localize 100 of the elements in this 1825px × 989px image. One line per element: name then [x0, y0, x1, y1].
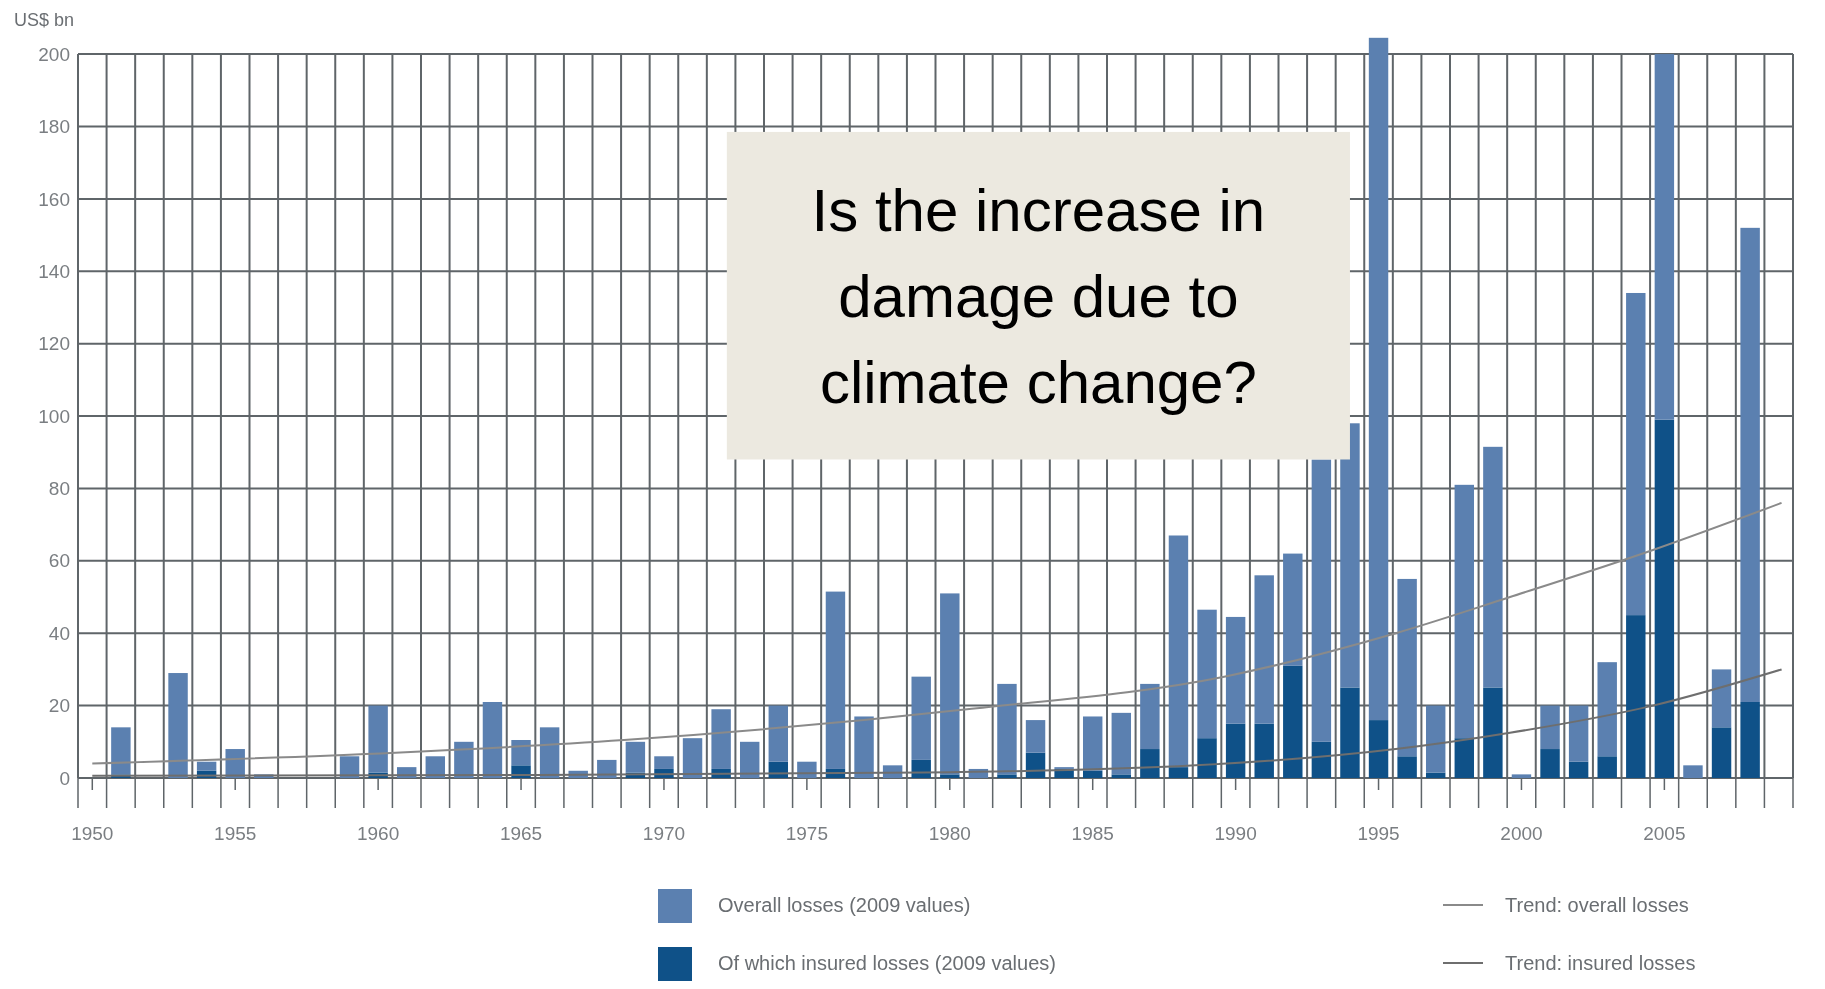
- bar: [1597, 756, 1617, 778]
- annotation: Is the increase in damage due to climate change?: [811, 176, 1266, 416]
- x-tick-label: 1975: [785, 823, 829, 844]
- bar: [1283, 665, 1303, 778]
- bar: [1654, 419, 1675, 778]
- x-tick-label: 1985: [1071, 823, 1114, 844]
- bar: [1597, 662, 1617, 757]
- bar: [1340, 423, 1360, 688]
- y-tick-label: 160: [38, 188, 70, 210]
- legend-label: Trend: overall losses: [1505, 894, 1689, 916]
- bar: [997, 774, 1017, 778]
- bar: [1483, 687, 1503, 778]
- bar: [825, 591, 846, 769]
- bar: [1111, 774, 1132, 778]
- bar: [1311, 741, 1332, 778]
- bar: [511, 740, 531, 766]
- y-tick-label: 140: [38, 260, 70, 282]
- bar: [1254, 723, 1274, 778]
- bar: [539, 727, 560, 778]
- y-tick-label: 0: [59, 767, 70, 789]
- bar: [1540, 705, 1560, 750]
- bar: [368, 705, 388, 773]
- x-tick-label: 1955: [214, 823, 257, 844]
- bar: [1425, 705, 1446, 773]
- x-tick-label: 1970: [642, 823, 686, 844]
- bar: [1082, 716, 1103, 771]
- bar: [1025, 720, 1046, 753]
- bar: [1540, 749, 1560, 778]
- bar: [1454, 484, 1475, 739]
- bar: [1111, 712, 1132, 775]
- x-tick-label: 1950: [71, 823, 114, 844]
- y-axis-title: US$ bn: [14, 10, 75, 30]
- x-tick-label: 1980: [928, 823, 971, 844]
- bar: [940, 593, 960, 775]
- bar: [1740, 701, 1760, 778]
- bar: [196, 761, 217, 771]
- bar: [1626, 615, 1646, 778]
- bar: [1683, 765, 1703, 778]
- legend-label: Trend: insured losses: [1505, 952, 1696, 974]
- bar: [1225, 723, 1246, 778]
- bar: [1454, 738, 1475, 778]
- bar: [425, 756, 446, 778]
- bar: [1197, 738, 1217, 778]
- y-tick-label: 20: [48, 695, 70, 717]
- bar: [1140, 683, 1160, 750]
- legend-label: Overall losses (2009 values): [718, 894, 971, 916]
- y-tick-label: 40: [48, 622, 70, 644]
- bar: [854, 716, 874, 778]
- bar: [1368, 37, 1389, 721]
- bar: [1168, 535, 1189, 768]
- bar: [482, 701, 503, 778]
- bar: [1397, 578, 1417, 757]
- bar: [625, 741, 646, 773]
- bar: [1711, 727, 1732, 778]
- bar: [111, 727, 131, 775]
- bar: [1568, 705, 1589, 762]
- x-tick-label: 2005: [1643, 823, 1686, 844]
- bar: [682, 738, 703, 778]
- bar: [1283, 553, 1303, 666]
- x-tick-label: 2000: [1500, 823, 1543, 844]
- y-tick-label: 60: [48, 550, 70, 572]
- y-tick-label: 100: [38, 405, 70, 427]
- y-tick-label: 120: [38, 333, 70, 355]
- bar: [1340, 687, 1360, 778]
- bar: [654, 756, 674, 769]
- bar: [739, 741, 760, 778]
- bar: [711, 709, 731, 769]
- line-series: [91, 668, 1783, 777]
- bar: [1425, 772, 1446, 778]
- bar: [1511, 774, 1532, 778]
- bar: [997, 683, 1017, 775]
- bar: [1368, 720, 1389, 778]
- bar: [1082, 770, 1103, 778]
- bar: [940, 774, 960, 778]
- x-tick-label: 1965: [499, 823, 543, 844]
- bar: [1168, 767, 1189, 778]
- bar: [1711, 669, 1732, 728]
- y-tick-label: 80: [48, 478, 70, 500]
- bar: [1740, 227, 1760, 702]
- bar: [1483, 446, 1503, 688]
- bar: [1140, 749, 1160, 778]
- y-tick-label: 200: [38, 43, 70, 65]
- line-series: [91, 501, 1783, 765]
- bar: [339, 756, 360, 778]
- x-tick-label: 1995: [1357, 823, 1400, 844]
- bar: [911, 676, 931, 760]
- legend-label: Of which insured losses (2009 values): [718, 952, 1056, 974]
- bar: [1311, 459, 1332, 742]
- bar: [1254, 575, 1274, 724]
- bar: [1626, 292, 1646, 616]
- bar: [168, 673, 188, 778]
- x-tick-label: 1990: [1214, 823, 1257, 844]
- y-tick-label: 180: [38, 116, 70, 138]
- x-tick-label: 1960: [356, 823, 400, 844]
- bar: [1225, 616, 1246, 724]
- bar: [1397, 756, 1417, 778]
- bar: [1197, 609, 1217, 739]
- bar: [768, 705, 789, 762]
- bar: [1654, 54, 1675, 420]
- bar: [1568, 761, 1589, 778]
